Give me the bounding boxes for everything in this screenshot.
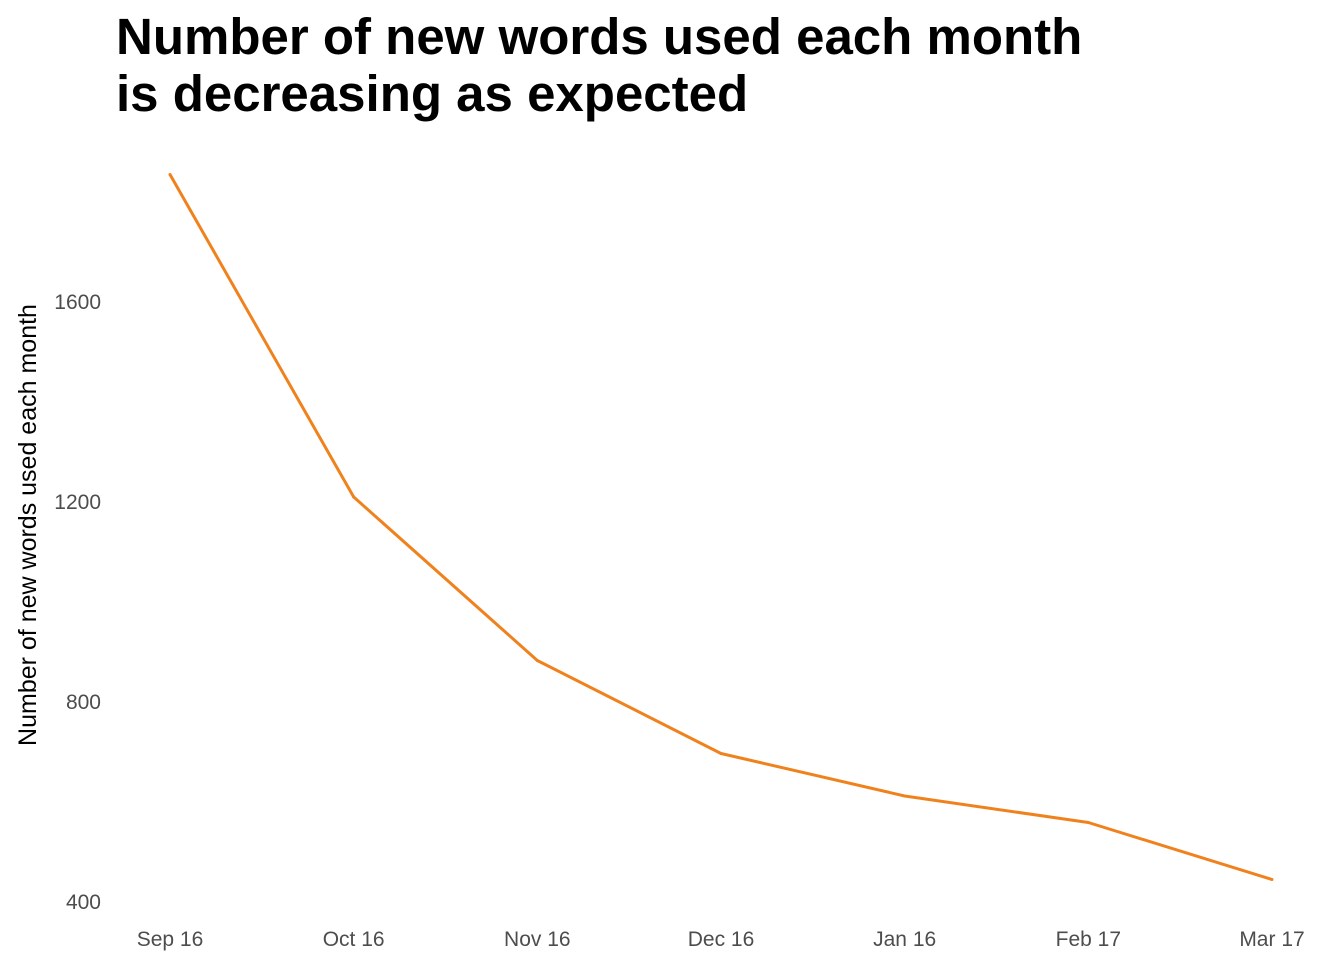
x-tick-label: Oct 16 bbox=[323, 928, 385, 951]
x-tick-label: Mar 17 bbox=[1239, 928, 1304, 951]
data-point bbox=[719, 752, 723, 755]
y-tick-label: 800 bbox=[66, 691, 101, 714]
x-tick-label: Feb 17 bbox=[1056, 928, 1121, 951]
x-tick-label: Sep 16 bbox=[137, 928, 204, 951]
x-tick-label: Jan 16 bbox=[873, 928, 936, 951]
data-point bbox=[352, 495, 356, 499]
x-axis-ticks: Sep 16 Oct 16 Nov 16 Dec 16 Jan 16 Feb 17 Mar … bbox=[137, 928, 1305, 951]
series-layer bbox=[168, 173, 1274, 881]
data-point bbox=[903, 794, 907, 798]
y-axis-ticks: 400 800 1200 1600 bbox=[54, 291, 101, 914]
y-tick-label: 400 bbox=[66, 891, 101, 914]
series-line bbox=[168, 173, 1273, 881]
data-point bbox=[535, 659, 539, 662]
y-axis-title: Number of new words used each month bbox=[14, 304, 42, 746]
y-tick-label: 1600 bbox=[54, 291, 101, 314]
chart-title: Number of new words used each month is d… bbox=[116, 8, 1083, 122]
x-tick-label: Nov 16 bbox=[504, 928, 571, 951]
data-point bbox=[1270, 878, 1274, 881]
y-tick-label: 1200 bbox=[54, 491, 101, 514]
x-tick-label: Dec 16 bbox=[688, 928, 755, 951]
data-point bbox=[1086, 821, 1090, 824]
data-point bbox=[168, 173, 172, 176]
